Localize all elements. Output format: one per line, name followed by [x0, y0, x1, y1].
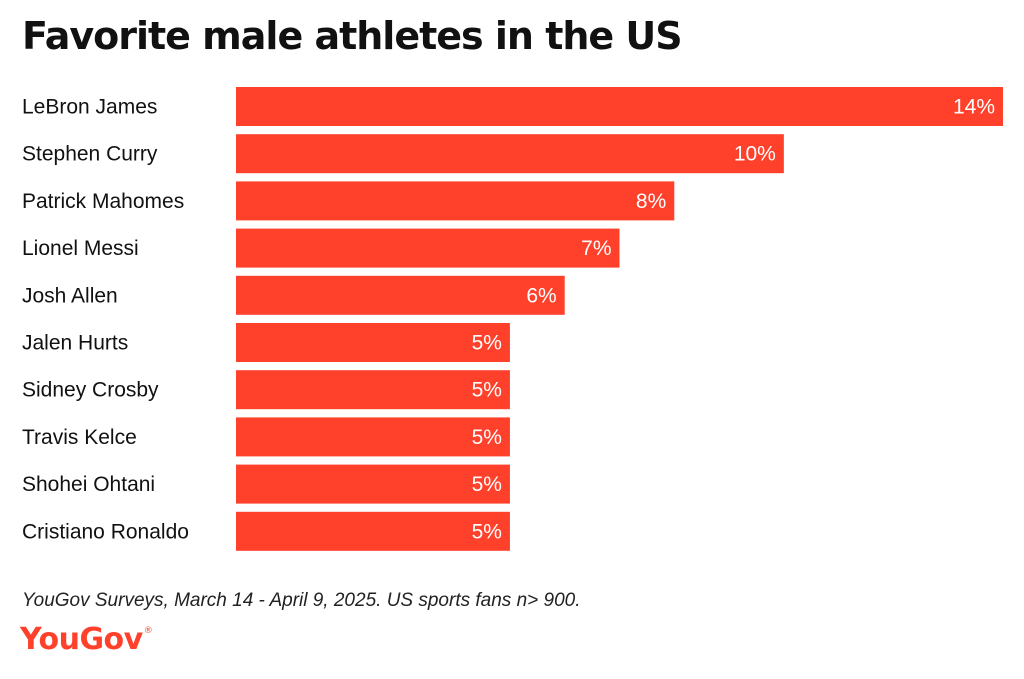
yougov-logo: YouGov® [20, 622, 153, 657]
bar [236, 417, 510, 457]
bar [236, 181, 675, 221]
logo-text: YouGov [20, 622, 143, 657]
category-label: Lionel Messi [22, 237, 139, 260]
bar-value-label: 5% [472, 379, 502, 402]
category-label: LeBron James [22, 96, 157, 119]
bar-value-label: 5% [472, 473, 502, 496]
bar [236, 275, 565, 315]
category-label: Jalen Hurts [22, 332, 128, 355]
bar-value-label: 6% [526, 284, 556, 307]
category-label: Stephen Curry [22, 143, 158, 166]
category-label: Cristiano Ronaldo [22, 520, 189, 543]
category-label: Patrick Mahomes [22, 190, 184, 213]
bar [236, 323, 510, 362]
bar [236, 511, 510, 551]
category-label: Josh Allen [22, 284, 118, 307]
bar [236, 464, 510, 504]
source-note: YouGov Surveys, March 14 - April 9, 2025… [22, 590, 581, 611]
category-label: Shohei Ohtani [22, 473, 155, 496]
bar-value-label: 14% [953, 96, 995, 119]
bar [236, 370, 510, 410]
bar-value-label: 5% [472, 520, 502, 543]
bar [236, 228, 620, 268]
bar [236, 134, 784, 174]
bar-chart: LeBron James 14% Stephen Curry 10% Patrick M… [22, 87, 1003, 551]
category-label: Sidney Crosby [22, 379, 159, 402]
category-label: Travis Kelce [22, 426, 137, 449]
bar-value-label: 8% [636, 190, 666, 213]
chart-title: Favorite male athletes in the US [22, 14, 683, 58]
bar [236, 87, 1003, 126]
bar-value-label: 5% [472, 332, 502, 355]
bar-value-label: 5% [472, 426, 502, 449]
bar-value-label: 7% [581, 237, 611, 260]
registered-mark: ® [143, 626, 153, 636]
bar-value-label: 10% [734, 143, 776, 166]
